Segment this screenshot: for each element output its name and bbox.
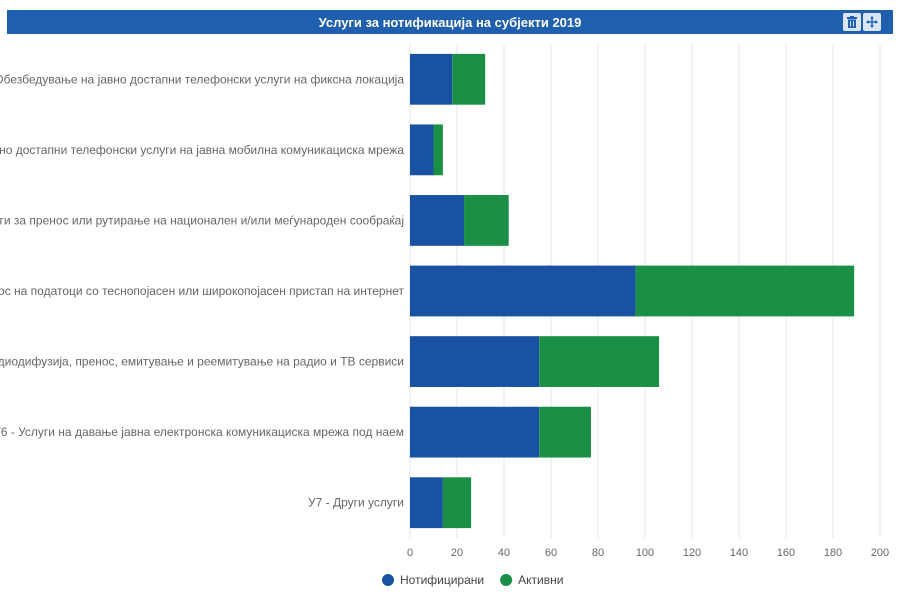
x-tick-label: 80 (592, 547, 604, 559)
trash-icon (847, 16, 857, 28)
bar-notified-4[interactable] (410, 265, 636, 317)
x-tick-label: 200 (871, 547, 889, 559)
bar-notified-1[interactable] (410, 53, 453, 105)
header-tools (843, 13, 881, 31)
x-tick-label: 0 (407, 547, 413, 559)
move-arrows-icon (866, 16, 878, 28)
legend: Нотифицирани Активни (382, 573, 563, 587)
x-tick-label: 40 (498, 547, 510, 559)
bars (410, 53, 855, 529)
legend-marker[interactable] (500, 574, 513, 586)
x-tick-label: 160 (777, 547, 795, 559)
bar-active-5[interactable] (539, 336, 660, 387)
bar-active-2[interactable] (433, 124, 443, 176)
bar-active-1[interactable] (452, 53, 486, 105)
x-tick-label: 180 (824, 547, 842, 559)
bar-notified-7[interactable] (410, 477, 443, 529)
panel-header: Услуги за нотификација на субјекти 2019 (7, 10, 893, 34)
category-label: У3 - Меѓуоператорски услуги за пренос ил… (0, 213, 404, 227)
bar-notified-2[interactable] (410, 124, 434, 176)
bar-notified-5[interactable] (410, 336, 540, 387)
move-button[interactable] (863, 13, 881, 31)
x-tick-label: 120 (683, 547, 701, 559)
panel-title: Услуги за нотификација на субјекти 2019 (318, 14, 582, 30)
delete-button[interactable] (843, 13, 861, 31)
legend-marker[interactable] (382, 574, 394, 586)
stacked-bar-chart: У1 - Обезбедување на јавно достапни теле… (0, 44, 889, 587)
x-tick-label: 100 (636, 547, 654, 559)
category-label: У2 - Обезбедување на јавно достапни теле… (0, 143, 404, 157)
category-labels: У1 - Обезбедување на јавно достапни теле… (0, 72, 405, 509)
x-tick-label: 60 (545, 547, 557, 559)
category-label: У4 - Услуги за пренос на податоци со тес… (0, 284, 405, 298)
category-label: У7 - Други услуги (308, 496, 404, 510)
legend-label[interactable]: Нотифицирани (400, 573, 484, 587)
category-label: У5 - Услуги поврзани со радиодифузија, п… (0, 355, 404, 369)
category-label: У6 - Услуги на давање јавна електронска … (0, 425, 404, 439)
bar-notified-6[interactable] (410, 406, 540, 458)
bar-active-3[interactable] (464, 195, 509, 246)
x-tick-label: 140 (730, 547, 748, 559)
bar-active-4[interactable] (635, 265, 855, 317)
bar-notified-3[interactable] (410, 195, 465, 246)
legend-label[interactable]: Активни (518, 573, 563, 587)
bar-active-7[interactable] (442, 477, 472, 529)
x-axis-ticks: 0 20 40 60 80 100 120 140 160 180 200 (407, 547, 889, 559)
x-tick-label: 20 (451, 547, 463, 559)
category-label: У1 - Обезбедување на јавно достапни теле… (0, 72, 404, 86)
bar-active-6[interactable] (539, 406, 591, 458)
